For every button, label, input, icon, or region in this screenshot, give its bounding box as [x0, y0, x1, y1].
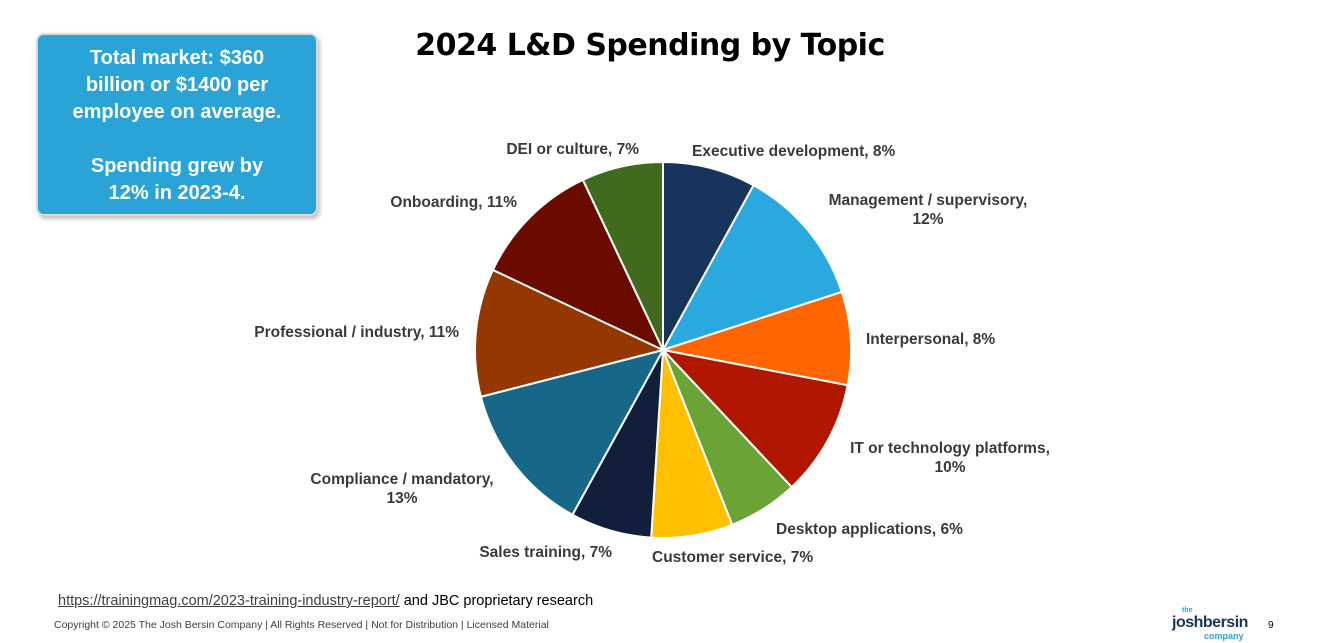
joshbersin-logo: the joshbersin company — [1168, 607, 1260, 641]
slice-label-interpersonal: Interpersonal, 8% — [866, 331, 995, 348]
slice-label-it-or-technology-platforms: IT or technology platforms, 10% — [850, 440, 1050, 476]
logo-the: the — [1182, 607, 1193, 614]
slice-label-onboarding: Onboarding, 11% — [390, 194, 517, 211]
pie-slice-dei-or-culture — [581, 160, 664, 351]
slice-label-management-supervisory: Management / supervisory, 12% — [829, 192, 1028, 228]
pie-slice-interpersonal — [662, 290, 852, 387]
callout-line-1: Total market: $360 — [89, 47, 265, 69]
logo-name: joshbersin — [1172, 614, 1248, 631]
slice-label-dei-or-culture: DEI or culture, 7% — [506, 141, 639, 158]
source-suffix: and JBC proprietary research — [399, 593, 594, 609]
pie-slice-management-supervisory — [660, 183, 844, 352]
callout-line-4: Spending grew by — [90, 155, 264, 177]
slice-label-compliance-mandatory: Compliance / mandatory, 13% — [310, 471, 493, 507]
page-number: 9 — [1268, 620, 1274, 631]
pie-slice-it-or-technology-platforms — [660, 348, 849, 489]
pie-labels: Executive development, 8% Management / su… — [254, 141, 1050, 566]
summary-callout: Total market: $360 billion or $1400 per … — [36, 33, 318, 216]
source-link[interactable]: https://trainingmag.com/2023-training-in… — [58, 593, 400, 609]
slice-label-customer-service: Customer service, 7% — [652, 549, 813, 566]
slice-label-desktop-applications: Desktop applications, 6% — [776, 521, 963, 538]
pie-slice-executive-development — [662, 160, 755, 351]
slice-label-professional-industry: Professional / industry, 11% — [254, 324, 459, 341]
callout-line-2: billion or $1400 per — [85, 74, 269, 96]
pie-slices — [474, 160, 852, 539]
pie-slice-professional-industry — [474, 268, 666, 398]
source-note: https://trainingmag.com/2023-training-in… — [58, 593, 593, 609]
slice-label-executive-development: Executive development, 8% — [692, 143, 896, 160]
pie-slice-onboarding — [491, 178, 666, 353]
copyright-text: Copyright © 2025 The Josh Bersin Company… — [54, 619, 549, 631]
pie-slice-compliance-mandatory — [479, 348, 665, 517]
callout-line-3: employee on average. — [72, 101, 282, 123]
callout-line-5: 12% in 2023-4. — [108, 182, 246, 204]
slice-label-sales-training: Sales training, 7% — [479, 544, 612, 561]
logo-company: company — [1204, 631, 1244, 641]
chart-title: 2024 L&D Spending by Topic — [415, 28, 885, 63]
